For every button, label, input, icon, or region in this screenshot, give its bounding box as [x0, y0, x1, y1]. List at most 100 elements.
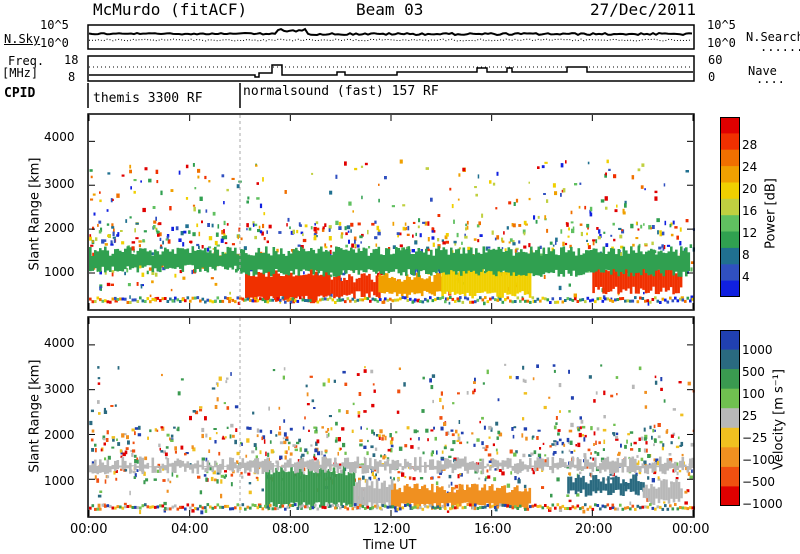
- velocity-speckle: [439, 397, 442, 402]
- velocity-speckle: [397, 478, 400, 482]
- velocity-band-5: [464, 456, 467, 471]
- velocity-speckle: [302, 426, 305, 430]
- velocity-band-5: [569, 461, 572, 470]
- velocity-speckle: [566, 466, 570, 469]
- power-speckle: [346, 225, 351, 230]
- velocity-speckle: [482, 382, 485, 385]
- velocity-speckle: [492, 443, 495, 447]
- power-band-3: [463, 264, 467, 296]
- velocity-band-5: [229, 457, 232, 471]
- velocity-ground: [269, 503, 272, 507]
- velocity-speckle: [162, 479, 166, 482]
- power-speckle: [375, 243, 378, 247]
- power-speckle: [503, 231, 505, 235]
- power-band-2: [405, 274, 409, 299]
- velocity-band-5: [391, 459, 395, 470]
- velocity-band-2: [428, 490, 432, 505]
- power-speckle: [454, 242, 457, 246]
- velocity-band-3: [629, 478, 633, 492]
- velocity-ground: [424, 504, 427, 508]
- power-speckle: [508, 201, 512, 205]
- velocity-ground: [104, 504, 107, 508]
- power-speckle: [674, 226, 678, 229]
- power-band-1: [363, 273, 366, 298]
- nave-label: Nave: [748, 64, 777, 78]
- power-speckle: [180, 231, 184, 236]
- velocity-band-5: [566, 464, 570, 468]
- velocity-speckle: [598, 441, 601, 445]
- power-speckle: [568, 283, 571, 287]
- velocity-ground: [374, 504, 377, 508]
- velocity-band-3: [639, 481, 643, 490]
- power-speckle: [497, 295, 500, 299]
- power-ground: [611, 299, 615, 303]
- velocity-speckle: [173, 426, 176, 429]
- power-speckle: [624, 203, 627, 208]
- velocity-speckle: [570, 451, 574, 454]
- velocity-speckle: [517, 479, 521, 484]
- velocity-speckle: [432, 399, 434, 404]
- power-speckle: [600, 199, 605, 203]
- velocity-speckle: [651, 435, 653, 440]
- velocity-band-5: [429, 459, 432, 470]
- velocity-ground: [554, 506, 557, 510]
- power-band-5: [620, 255, 623, 272]
- velocity-speckle: [224, 474, 227, 478]
- power-speckle: [489, 180, 492, 184]
- velocity-speckle: [408, 476, 412, 480]
- velocity-band-5: [214, 460, 217, 468]
- power-ground: [144, 300, 147, 303]
- power-band-1: [373, 282, 376, 296]
- power-ground: [516, 296, 520, 300]
- power-ground: [219, 299, 222, 303]
- power-band-0: [310, 269, 313, 304]
- power-band-2: [423, 279, 426, 291]
- velocity-speckle: [199, 490, 203, 495]
- power-band-5: [517, 252, 521, 275]
- power-speckle: [328, 228, 331, 232]
- velocity-speckle: [393, 477, 395, 481]
- power-speckle: [133, 248, 135, 253]
- velocity-speckle: [143, 480, 146, 485]
- power-speckle: [357, 222, 361, 226]
- velocity-band-5: [239, 462, 242, 469]
- velocity-band-5: [149, 466, 152, 468]
- velocity-band-5: [174, 460, 177, 473]
- power-band-1: [338, 273, 341, 298]
- power-ground: [551, 297, 555, 301]
- power-speckle: [192, 204, 196, 207]
- velocity-ground: [91, 504, 95, 508]
- velocity-ground: [164, 506, 167, 510]
- power-band-5: [335, 246, 338, 277]
- power-ground: [519, 299, 522, 303]
- velocity-speckle: [685, 466, 688, 471]
- velocity-band-5: [446, 458, 450, 469]
- velocity-ground: [154, 505, 157, 509]
- velocity-speckle: [367, 439, 369, 443]
- velocity-speckle: [668, 453, 672, 456]
- velocity-speckle: [107, 455, 111, 460]
- xaxis-label: Time UT: [363, 538, 417, 553]
- velocity-speckle: [663, 501, 666, 504]
- velocity-ground: [599, 507, 602, 511]
- power-band-5: [390, 254, 393, 272]
- power-band-5: [310, 248, 313, 270]
- power-ground: [214, 300, 217, 303]
- power-speckle: [204, 175, 207, 180]
- velocity-speckle: [548, 396, 551, 399]
- power-ground: [294, 299, 297, 303]
- power-speckle: [148, 267, 152, 271]
- power-cbar-tick-8: 8: [742, 248, 750, 262]
- power-band-5: [387, 248, 391, 274]
- velocity-speckle: [624, 444, 627, 449]
- velocity-speckle: [104, 479, 107, 484]
- power-band-5: [465, 253, 468, 274]
- power-speckle: [614, 209, 618, 213]
- power-ground: [259, 297, 262, 301]
- velocity-speckle: [245, 454, 248, 458]
- power-speckle: [361, 195, 363, 200]
- power-band-5: [587, 250, 591, 272]
- power-speckle: [378, 183, 380, 186]
- velocity-speckle: [117, 366, 120, 370]
- velocity-speckle: [301, 472, 305, 475]
